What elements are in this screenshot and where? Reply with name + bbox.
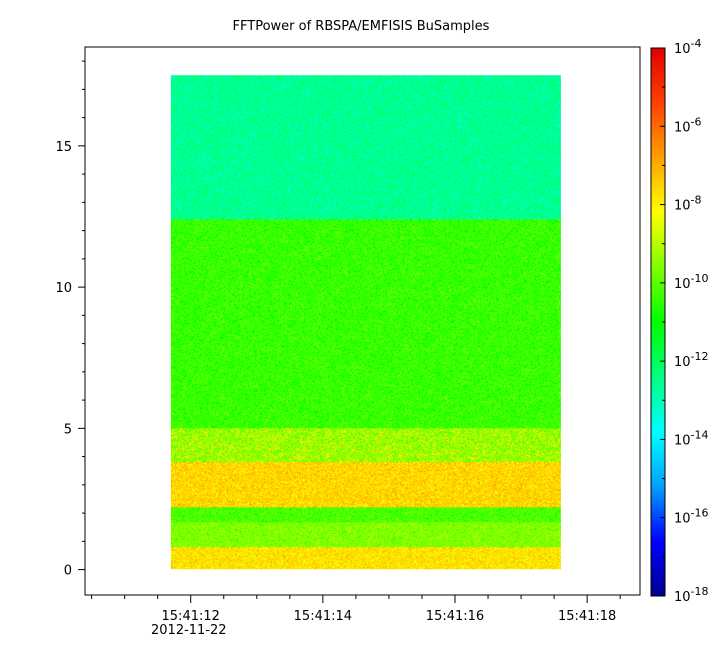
colorbar: 10-4 10-6 10-8 10-10 10-12 10-14 10-16 10-18: [650, 37, 709, 605]
chart-title: FFTPower of RBSPA/EMFISIS BuSamples: [233, 19, 490, 34]
y-tick-label: 10: [55, 281, 72, 296]
x-tick-label: 15:41:18: [558, 609, 616, 624]
colorbar-tick-label: 10-16: [674, 507, 709, 527]
y-tick-label: 15: [55, 140, 72, 155]
spectrogram-raster: [170, 75, 561, 570]
colorbar-tick-label: 10-10: [674, 272, 709, 292]
x-tick-label: 15:41:16: [426, 609, 484, 624]
x-tick-label: 15:41:12: [162, 609, 220, 624]
colorbar-tick-label: 10-4: [674, 37, 702, 57]
y-axis: 0 5 10 15: [55, 60, 85, 579]
spectrogram-image: [170, 75, 561, 570]
colorbar-tick-label: 10-6: [674, 115, 702, 135]
colorbar-tick-label: 10-14: [674, 428, 709, 448]
y-tick-label: 5: [64, 422, 72, 437]
x-axis: 15:41:12 15:41:14 15:41:16 15:41:18: [91, 595, 621, 624]
y-tick-label: 0: [64, 564, 72, 579]
x-tick-label: 15:41:14: [294, 609, 352, 624]
x-date-label: 2012-11-22: [151, 623, 227, 638]
colorbar-tick-label: 10-18: [674, 585, 709, 605]
colorbar-tick-label: 10-8: [674, 194, 702, 214]
colorbar-tick-label: 10-12: [674, 350, 709, 370]
